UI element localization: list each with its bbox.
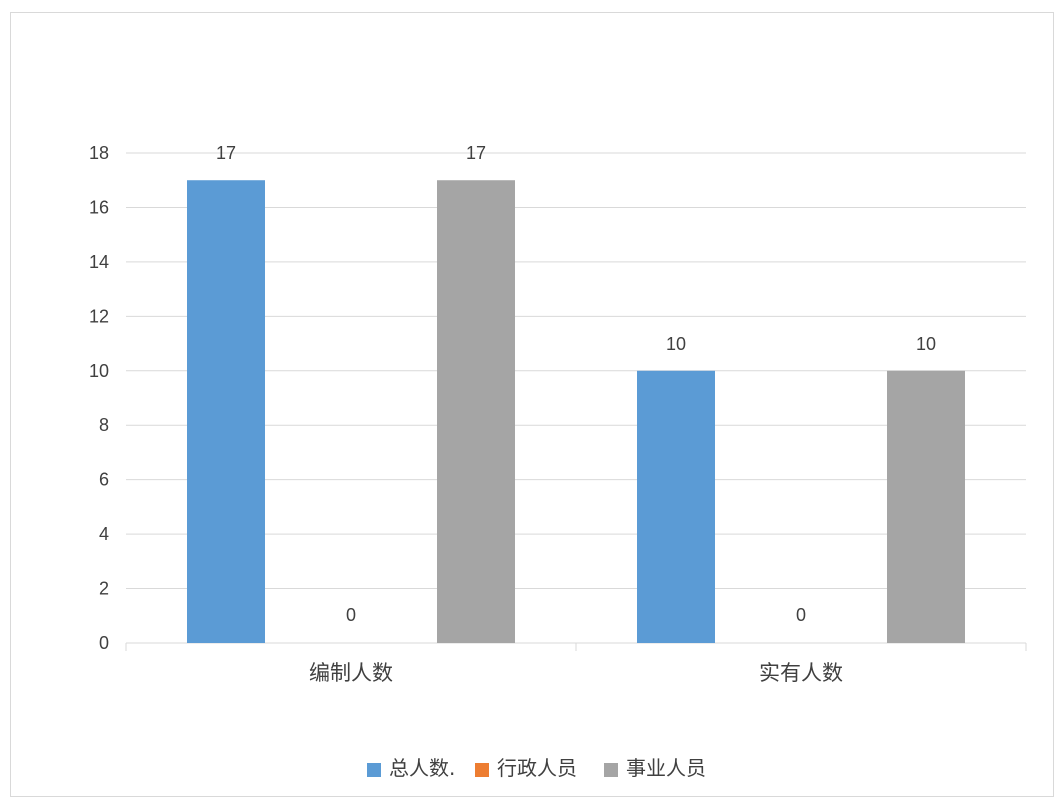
- bar-1: [187, 180, 265, 643]
- y-tick-label: 8: [99, 415, 109, 435]
- category-label: 实有人数: [759, 661, 843, 685]
- legend: 总人数. 行政人员 事业人员: [367, 756, 706, 780]
- legend-label: 总人数.: [389, 756, 455, 780]
- data-label: 0: [346, 605, 356, 625]
- data-label: 10: [666, 334, 686, 354]
- legend-label: 行政人员: [497, 756, 577, 780]
- data-label: 0: [796, 605, 806, 625]
- y-tick-label: 0: [99, 633, 109, 653]
- data-label: 17: [216, 143, 236, 163]
- legend-label: 事业人员: [626, 756, 706, 780]
- gridlines: [126, 152, 1026, 590]
- y-tick-label: 16: [89, 197, 109, 217]
- legend-swatch: [367, 763, 381, 777]
- y-tick-label: 18: [89, 143, 109, 163]
- y-tick-label: 12: [89, 306, 109, 326]
- legend-swatch: [475, 763, 489, 777]
- axes: 0 2 4 6 8 10 12 14 16 18 编制人数 实有人数: [89, 143, 1027, 685]
- bar-3: [437, 180, 515, 643]
- bar-3: [887, 370, 965, 643]
- y-tick-label: 6: [99, 470, 109, 490]
- bar-1: [637, 370, 715, 643]
- chart-frame: [10, 12, 1054, 797]
- y-tick-label: 10: [89, 361, 109, 381]
- bars: [187, 180, 965, 643]
- y-tick-label: 2: [99, 579, 109, 599]
- data-labels: 17 10 0 0 17 10: [216, 143, 936, 625]
- y-tick-label: 4: [99, 524, 109, 544]
- y-tick-label: 14: [89, 252, 109, 272]
- legend-swatch: [604, 763, 618, 777]
- category-label: 编制人数: [309, 661, 393, 685]
- data-label: 10: [916, 334, 936, 354]
- data-label: 17: [466, 143, 486, 163]
